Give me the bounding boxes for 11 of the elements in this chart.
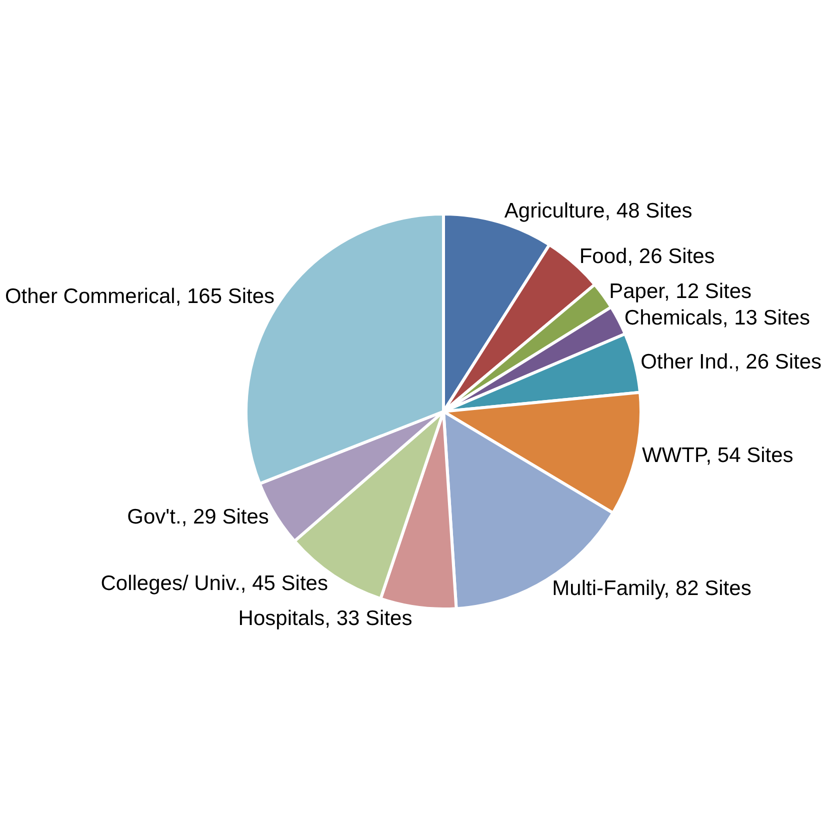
slice-label: Paper, 12 Sites [609, 280, 752, 304]
slice-label: Chemicals, 13 Sites [624, 306, 810, 330]
slice-label: Food, 26 Sites [579, 244, 715, 268]
slice-label: Gov't., 29 Sites [127, 506, 269, 529]
slice-label: WWTP, 54 Sites [642, 444, 794, 467]
slice-label: Other Ind., 26 Sites [640, 350, 822, 374]
slice-label: Agriculture, 48 Sites [504, 200, 692, 223]
slice-label: Multi-Family, 82 Sites [552, 576, 752, 600]
slice-label: Other Commerical, 165 Sites [4, 285, 275, 308]
slice-label: Colleges/ Univ., 45 Sites [100, 572, 328, 596]
slice-label: Hospitals, 33 Sites [238, 607, 412, 630]
